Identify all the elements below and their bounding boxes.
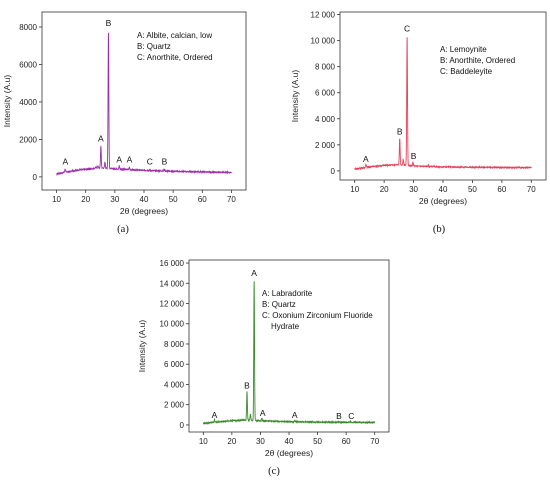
x-axis-label: 2θ (degrees) (265, 448, 313, 458)
peak-label: A (98, 133, 104, 143)
x-tick-label: 70 (527, 185, 536, 194)
peak-label: C (348, 411, 354, 421)
legend-entry: B: Quartz (262, 300, 296, 309)
y-tick-label: 2000 (19, 135, 37, 144)
y-axis-label: Intensity (A.u) (2, 75, 12, 128)
legend-entry: C: Baddeleyite (440, 67, 493, 76)
y-tick-label: 4000 (19, 98, 37, 107)
panel-caption: (a) (117, 224, 129, 235)
x-tick-label: 60 (342, 437, 351, 446)
x-tick-label: 30 (256, 437, 265, 446)
peak-label: A (260, 408, 266, 418)
x-tick-label: 40 (439, 185, 448, 194)
y-tick-label: 0 (180, 421, 185, 430)
peak-label: A (62, 157, 68, 167)
x-tick-label: 10 (350, 185, 359, 194)
peak-label: C (404, 24, 410, 34)
y-axis-label: Intensity (A.u) (137, 320, 147, 373)
y-tick-label: 6 000 (315, 89, 336, 98)
peak-label: B (336, 411, 342, 421)
legend-entry: A: Labradorite (262, 289, 313, 298)
x-tick-label: 20 (227, 437, 236, 446)
legend-entry: C: Anorthite, Ordered (137, 53, 213, 62)
x-axis-label: 2θ (degrees) (419, 196, 467, 206)
x-tick-label: 30 (409, 185, 418, 194)
y-tick-label: 14 000 (160, 279, 185, 288)
x-tick-label: 60 (198, 195, 207, 204)
peak-label: B (106, 18, 112, 28)
y-tick-label: 8 000 (315, 63, 336, 72)
x-tick-label: 20 (380, 185, 389, 194)
peak-label: A (116, 155, 122, 165)
x-tick-label: 70 (227, 195, 236, 204)
legend-entry: C: Oxonium Zirconium Fluoride (262, 311, 373, 320)
legend-entry: B: Anorthite, Ordered (440, 56, 515, 65)
peak-label: A (292, 410, 298, 420)
x-axis-label: 2θ (degrees) (120, 206, 168, 216)
xrd-series-line (202, 281, 376, 426)
panel-caption: (b) (433, 224, 446, 235)
y-tick-label: 4 000 (315, 115, 336, 124)
y-tick-label: 16 000 (160, 259, 185, 268)
y-tick-label: 2 000 (315, 141, 336, 150)
peak-label: C (147, 157, 153, 167)
peak-label: A (127, 155, 133, 165)
legend-entry: A: Albite, calcian, low (137, 31, 212, 40)
peak-label: A (212, 410, 218, 420)
peak-label: B (162, 157, 168, 167)
y-tick-label: 2 000 (164, 401, 185, 410)
y-tick-label: 0 (331, 167, 336, 176)
peak-label: A (363, 154, 369, 164)
y-tick-label: 10 000 (311, 37, 336, 46)
peak-label: B (244, 380, 250, 390)
y-tick-label: 6000 (19, 60, 37, 69)
x-tick-label: 10 (52, 195, 61, 204)
x-tick-label: 10 (199, 437, 208, 446)
plot-frame (339, 11, 547, 181)
panel-b: 10 20 30 40 50 60 70 0 2 000 4 000 6 000 8 000 10 00… (290, 11, 547, 235)
x-tick-label: 60 (497, 185, 506, 194)
plot-frame (188, 259, 390, 433)
x-tick-label: 50 (313, 437, 322, 446)
x-tick-label: 20 (81, 195, 90, 204)
y-tick-label: 12 000 (311, 11, 336, 20)
xrd-series-line (56, 32, 232, 176)
legend-entry: Hydrate (271, 322, 300, 331)
y-tick-label: 0 (33, 173, 38, 182)
peak-label: B (397, 126, 403, 136)
panel-caption: (c) (268, 466, 280, 477)
legend-entry: B: Quartz (137, 42, 171, 51)
y-tick-label: 12 000 (160, 300, 185, 309)
peak-label: A (251, 268, 257, 278)
y-tick-label: 8000 (19, 23, 37, 32)
y-tick-label: 8 000 (164, 340, 185, 349)
xrd-series-line (354, 37, 532, 171)
panel-a: 10 20 30 40 50 60 70 0 2000 4000 6000 8000 2θ (degre… (2, 11, 247, 235)
legend-entry: A: Lemoynite (440, 45, 487, 54)
x-tick-label: 40 (285, 437, 294, 446)
y-tick-label: 10 000 (160, 320, 185, 329)
x-tick-label: 40 (140, 195, 149, 204)
x-tick-label: 70 (370, 437, 379, 446)
panel-c: 10 20 30 40 50 60 70 0 2 000 4 000 6 000 8 000 10 00… (137, 259, 390, 477)
x-tick-label: 30 (110, 195, 119, 204)
x-tick-label: 50 (468, 185, 477, 194)
y-tick-label: 4 000 (164, 380, 185, 389)
peak-label: B (411, 151, 417, 161)
y-axis-label: Intensity (A.u) (290, 70, 300, 123)
x-tick-label: 50 (169, 195, 178, 204)
y-tick-label: 6 000 (164, 360, 185, 369)
